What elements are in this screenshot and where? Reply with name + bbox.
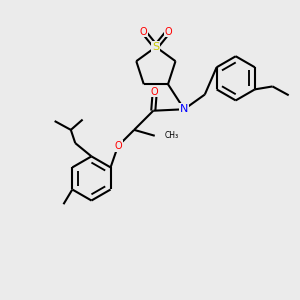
Text: N: N — [180, 104, 188, 114]
Text: O: O — [140, 27, 147, 37]
Text: S: S — [152, 42, 160, 52]
Text: CH₃: CH₃ — [165, 131, 179, 140]
Text: O: O — [164, 27, 172, 37]
Text: O: O — [151, 87, 159, 97]
Text: O: O — [114, 141, 122, 151]
